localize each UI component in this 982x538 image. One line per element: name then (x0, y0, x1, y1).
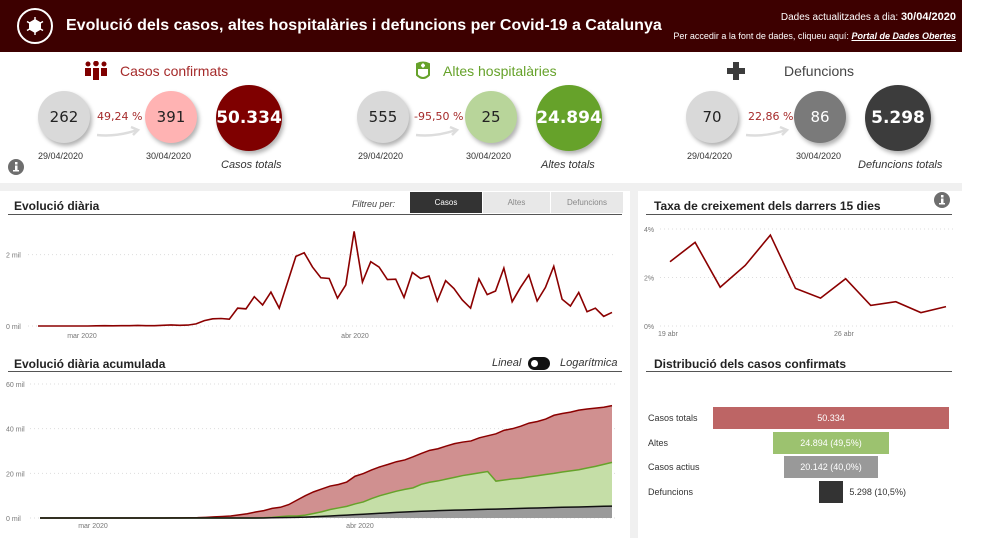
cross-icon (727, 62, 745, 80)
y-tick-label: 20 mil (6, 471, 25, 478)
kpi-casos-title: Casos confirmats (84, 61, 228, 81)
kpi-casos-change: 49,24 % (97, 110, 143, 123)
scale-log-label: Logarítmica (560, 357, 618, 369)
daily-cases-line (38, 231, 613, 327)
funnel-value-label: 50.334 (817, 413, 845, 423)
virus-logo-icon (17, 8, 53, 44)
cumulative-underline (8, 371, 622, 372)
daily-chart: 0 mil 2 mil mar 2020 abr 2020 (6, 231, 615, 340)
distribution-underline (646, 371, 952, 372)
funnel-bar: 20.142 (40,0%) (783, 456, 879, 478)
growth-rate-line (669, 233, 947, 314)
funnel-value-label: 5.298 (10,5%) (849, 487, 906, 497)
kpi-altes-total-label: Altes totals (541, 159, 595, 171)
kpi-defuncions-change: 22,86 % (748, 110, 794, 123)
update-date: 30/04/2020 (900, 11, 956, 23)
kpi-altes-total: 24.894 (536, 85, 602, 151)
kpi-casos-total-label: Casos totals (221, 159, 282, 171)
growth-underline (646, 214, 952, 215)
growth-title: Taxa de creixement dels darrers 15 dies (654, 199, 881, 213)
update-label: Dades actualitzades a dia: (780, 12, 899, 23)
kpi-defuncions-curr: 86 (794, 91, 846, 143)
kpi-defuncions-prev-date: 29/04/2020 (687, 151, 733, 161)
scale-lineal-label: Lineal (492, 357, 522, 369)
kpi-defuncions-title: Defuncions (726, 61, 854, 81)
arrow-right-icon (745, 125, 790, 137)
kpi-casos-prev: 262 (38, 91, 90, 143)
update-info: Dades actualitzades a dia: 30/04/2020 (781, 11, 956, 23)
growth-chart: 0% 2% 4% 19 abr 26 abr (644, 227, 956, 338)
kpi-defuncions-total: 5.298 (865, 85, 931, 151)
kpi-casos-curr-date: 30/04/2020 (146, 151, 192, 161)
kpi-altes-curr-date: 30/04/2020 (466, 151, 512, 161)
kpi-casos-label: Casos confirmats (120, 63, 229, 79)
funnel-label: Casos totals (648, 413, 698, 423)
kpi-defuncions-label: Defuncions (784, 63, 855, 79)
kpi-altes-prev-date: 29/04/2020 (358, 151, 404, 161)
kpi-altes-change: -95,50 % (414, 110, 464, 123)
kpi-defuncions-prev: 70 (686, 91, 738, 143)
filter-defuncions-button[interactable]: Defuncions (551, 192, 623, 213)
x-tick-label: abr 2020 (346, 523, 374, 530)
daily-title: Evolució diària (14, 199, 100, 213)
cumulative-title: Evolució diària acumulada (14, 357, 166, 371)
x-tick-label: 26 abr (834, 331, 855, 338)
line-defuncions (40, 505, 613, 519)
distribution-title: Distribució dels casos confirmats (654, 357, 847, 371)
y-tick-label: 2% (644, 276, 654, 283)
funnel-value-label: 24.894 (49,5%) (800, 438, 862, 448)
funnel-bar (818, 481, 844, 503)
y-tick-label: 40 mil (6, 427, 25, 434)
source-link[interactable]: Portal de Dades Obertes (851, 31, 956, 41)
area-altes (40, 462, 612, 518)
source-info: Per accedir a la font de dades, cliqueu … (673, 31, 956, 41)
section-divider (0, 183, 962, 191)
info-icon[interactable] (8, 159, 24, 175)
people-icon (85, 61, 107, 80)
kpi-casos-total: 50.334 (216, 85, 282, 151)
filter-casos-button[interactable]: Casos (410, 192, 482, 213)
column-divider (630, 191, 638, 538)
kpi-casos-curr: 391 (145, 91, 197, 143)
y-tick-label: 60 mil (6, 382, 25, 389)
medical-shield-icon (416, 61, 430, 79)
funnel-label: Defuncions (648, 487, 694, 497)
kpi-defuncions-total-label: Defuncions totals (858, 159, 943, 171)
filter-label: Filtreu per: (352, 199, 396, 209)
kpi-altes-label: Altes hospitalàries (443, 63, 557, 79)
kpi-altes-prev: 555 (357, 91, 409, 143)
x-tick-label: mar 2020 (78, 523, 108, 530)
kpi-defuncions: Defuncions 70 29/04/2020 22,86 % 86 30/0… (642, 55, 962, 183)
x-tick-label: 19 abr (658, 331, 679, 338)
funnel-label: Altes (648, 438, 669, 448)
kpi-altes-title: Altes hospitalàries (415, 61, 557, 81)
y-tick-label: 0 mil (6, 324, 21, 331)
x-tick-label: abr 2020 (341, 333, 369, 340)
arrow-right-icon (96, 125, 141, 137)
scale-toggle[interactable] (528, 357, 550, 370)
cumulative-chart: 0 mil 20 mil 40 mil 60 mil mar 2020 abr 2020 (6, 382, 615, 530)
growth-info-icon[interactable] (934, 192, 950, 208)
kpi-altes: Altes hospitalàries 555 29/04/2020 -95,5… (320, 55, 640, 183)
funnel-label: Casos actius (648, 462, 700, 472)
y-tick-label: 0% (644, 324, 654, 331)
filter-altes-button[interactable]: Altes (483, 192, 550, 213)
funnel-bar: 24.894 (49,5%) (772, 432, 890, 454)
y-tick-label: 4% (644, 227, 654, 234)
kpi-defuncions-curr-date: 30/04/2020 (796, 151, 842, 161)
arrow-right-icon (415, 125, 460, 137)
kpi-casos-prev-date: 29/04/2020 (38, 151, 84, 161)
y-tick-label: 2 mil (6, 253, 21, 260)
area-defuncions (40, 506, 612, 518)
source-label: Per accedir a la font de dades, cliqueu … (673, 31, 849, 41)
page-title: Evolució dels casos, altes hospitalàries… (66, 17, 662, 34)
header-bar: Evolució dels casos, altes hospitalàries… (0, 0, 962, 52)
funnel-value-label: 20.142 (40,0%) (800, 462, 862, 472)
daily-underline (8, 214, 622, 215)
kpi-altes-curr: 25 (465, 91, 517, 143)
x-tick-label: mar 2020 (67, 333, 97, 340)
funnel-bar: 50.334 (713, 407, 949, 429)
y-tick-label: 0 mil (6, 516, 21, 523)
kpi-casos: Casos confirmats 262 29/04/2020 49,24 % … (0, 55, 320, 183)
